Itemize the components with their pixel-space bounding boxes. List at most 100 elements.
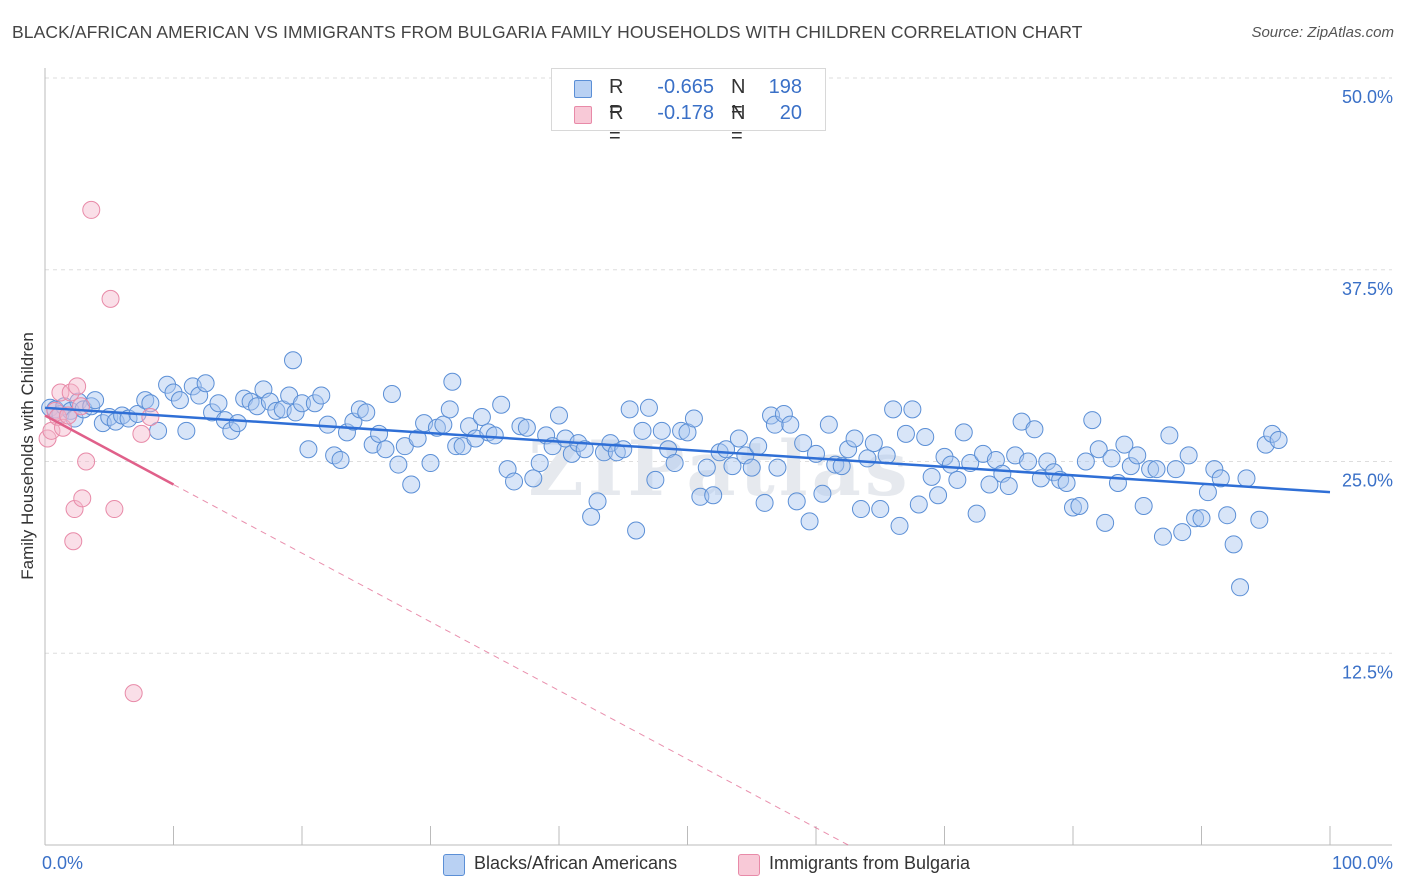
blue-data-point [954, 423, 973, 442]
blue-data-point [896, 424, 915, 443]
blue-data-point [370, 424, 389, 443]
blue-data-point [851, 500, 870, 519]
blue-data-point [1211, 469, 1230, 488]
pink-data-point [73, 489, 92, 508]
blue-data-point [845, 429, 864, 448]
blue-data-point [1083, 411, 1102, 430]
n-key: N = [731, 76, 746, 121]
blue-data-point [1019, 452, 1038, 471]
blue-data-point [839, 440, 858, 459]
r-key: R = [609, 102, 624, 147]
blue-data-point [935, 447, 954, 466]
blue-data-point [1173, 523, 1192, 542]
blue-data-point [1237, 469, 1256, 488]
y-axis-label: Family Households with Children [18, 332, 37, 580]
blue-data-point [639, 398, 658, 417]
blue-data-point [1269, 431, 1288, 450]
blue-data-point [813, 484, 832, 503]
blue-data-point [723, 457, 742, 476]
blue-data-point [1153, 527, 1172, 546]
blue-data-point [293, 394, 311, 413]
blue-data-point [620, 400, 639, 419]
blue-data-point [1025, 420, 1044, 439]
blue-data-point [858, 449, 877, 468]
pink-trend-extension [173, 484, 849, 846]
blue-data-point [916, 427, 935, 446]
blue-data-point [697, 458, 716, 477]
blue-data-point [903, 400, 922, 419]
pink-trend-line [44, 414, 175, 486]
blue-data-point [241, 392, 260, 411]
blue-data-point [472, 408, 491, 427]
blue-data-point [357, 403, 376, 422]
x-tick-label: 100.0% [1332, 853, 1393, 873]
blue-data-point [485, 426, 504, 445]
blue-data-point [633, 421, 652, 440]
y-tick-label: 12.5% [1342, 662, 1393, 682]
blue-data-point [781, 415, 800, 434]
legend-label-pink: Immigrants from Bulgaria [769, 853, 971, 873]
source-label: Source: ZipAtlas.com [1251, 24, 1394, 41]
blue-data-point [582, 507, 601, 526]
blue-data-point [884, 400, 903, 419]
blue-data-point [177, 421, 196, 440]
blue-data-point [1218, 506, 1237, 525]
blue-data-point [691, 487, 710, 506]
blue-data-point [794, 434, 813, 453]
blue-data-point [164, 383, 183, 402]
blue-data-point [672, 421, 691, 440]
blue-data-point [922, 467, 941, 486]
pink-data-point [105, 500, 124, 519]
legend-label-blue: Blacks/African Americans [474, 853, 678, 873]
blue-data-point [1179, 446, 1198, 465]
blue-data-point [421, 454, 440, 473]
blue-data-point [768, 458, 787, 477]
tick-label-layer: 12.5% 25.0% 37.5% 50.0% 0.0% 100.0% [42, 87, 1393, 873]
pink-points-layer [38, 200, 160, 703]
blue-trend-line [44, 406, 1331, 494]
blue-data-point [511, 417, 530, 436]
n-key: N = [731, 102, 746, 147]
blue-data-point [492, 395, 511, 414]
blue-data-point [627, 521, 646, 540]
legend-swatch-blue [443, 854, 465, 876]
blue-data-point [1224, 535, 1243, 554]
blue-data-point [1064, 498, 1082, 517]
blue-data-point [524, 469, 543, 488]
pink-data-point [101, 289, 120, 308]
blue-data-point [447, 437, 466, 456]
blue-data-point [440, 400, 459, 419]
blue-data-point [408, 429, 427, 448]
n-value-pink: 20 [779, 102, 802, 124]
pink-data-point [82, 200, 101, 219]
pink-data-point [124, 684, 143, 703]
blue-data-point [305, 394, 324, 413]
blue-data-point [1128, 446, 1147, 465]
blue-data-point [1096, 513, 1115, 532]
blue-data-point [1070, 496, 1089, 515]
blue-data-point [1205, 460, 1224, 479]
trend-layer [44, 406, 1331, 846]
blue-data-point [762, 406, 781, 425]
blue-data-point [318, 415, 337, 434]
blue-data-point [286, 403, 305, 422]
blue-data-point [1166, 460, 1185, 479]
stats-box: R = -0.665 N = 198 R = -0.178 N = 20 [551, 68, 826, 147]
pink-data-point [77, 452, 96, 471]
blue-data-point [228, 414, 247, 433]
pink-data-point [141, 408, 160, 427]
blue-data-point [871, 500, 890, 519]
blue-data-point [1089, 440, 1108, 459]
pink-data-point [132, 424, 151, 443]
blue-data-point [1192, 509, 1211, 528]
blue-data-point [325, 446, 344, 465]
blue-data-point [1076, 452, 1095, 471]
blue-data-point [312, 386, 331, 405]
y-tick-label: 25.0% [1342, 471, 1393, 491]
blue-data-point [376, 440, 395, 459]
blue-data-point [222, 421, 241, 440]
blue-data-point [909, 495, 928, 514]
n-value-blue: 198 [768, 76, 802, 98]
x-tick-label: 0.0% [42, 853, 83, 873]
blue-data-point [1038, 452, 1057, 471]
